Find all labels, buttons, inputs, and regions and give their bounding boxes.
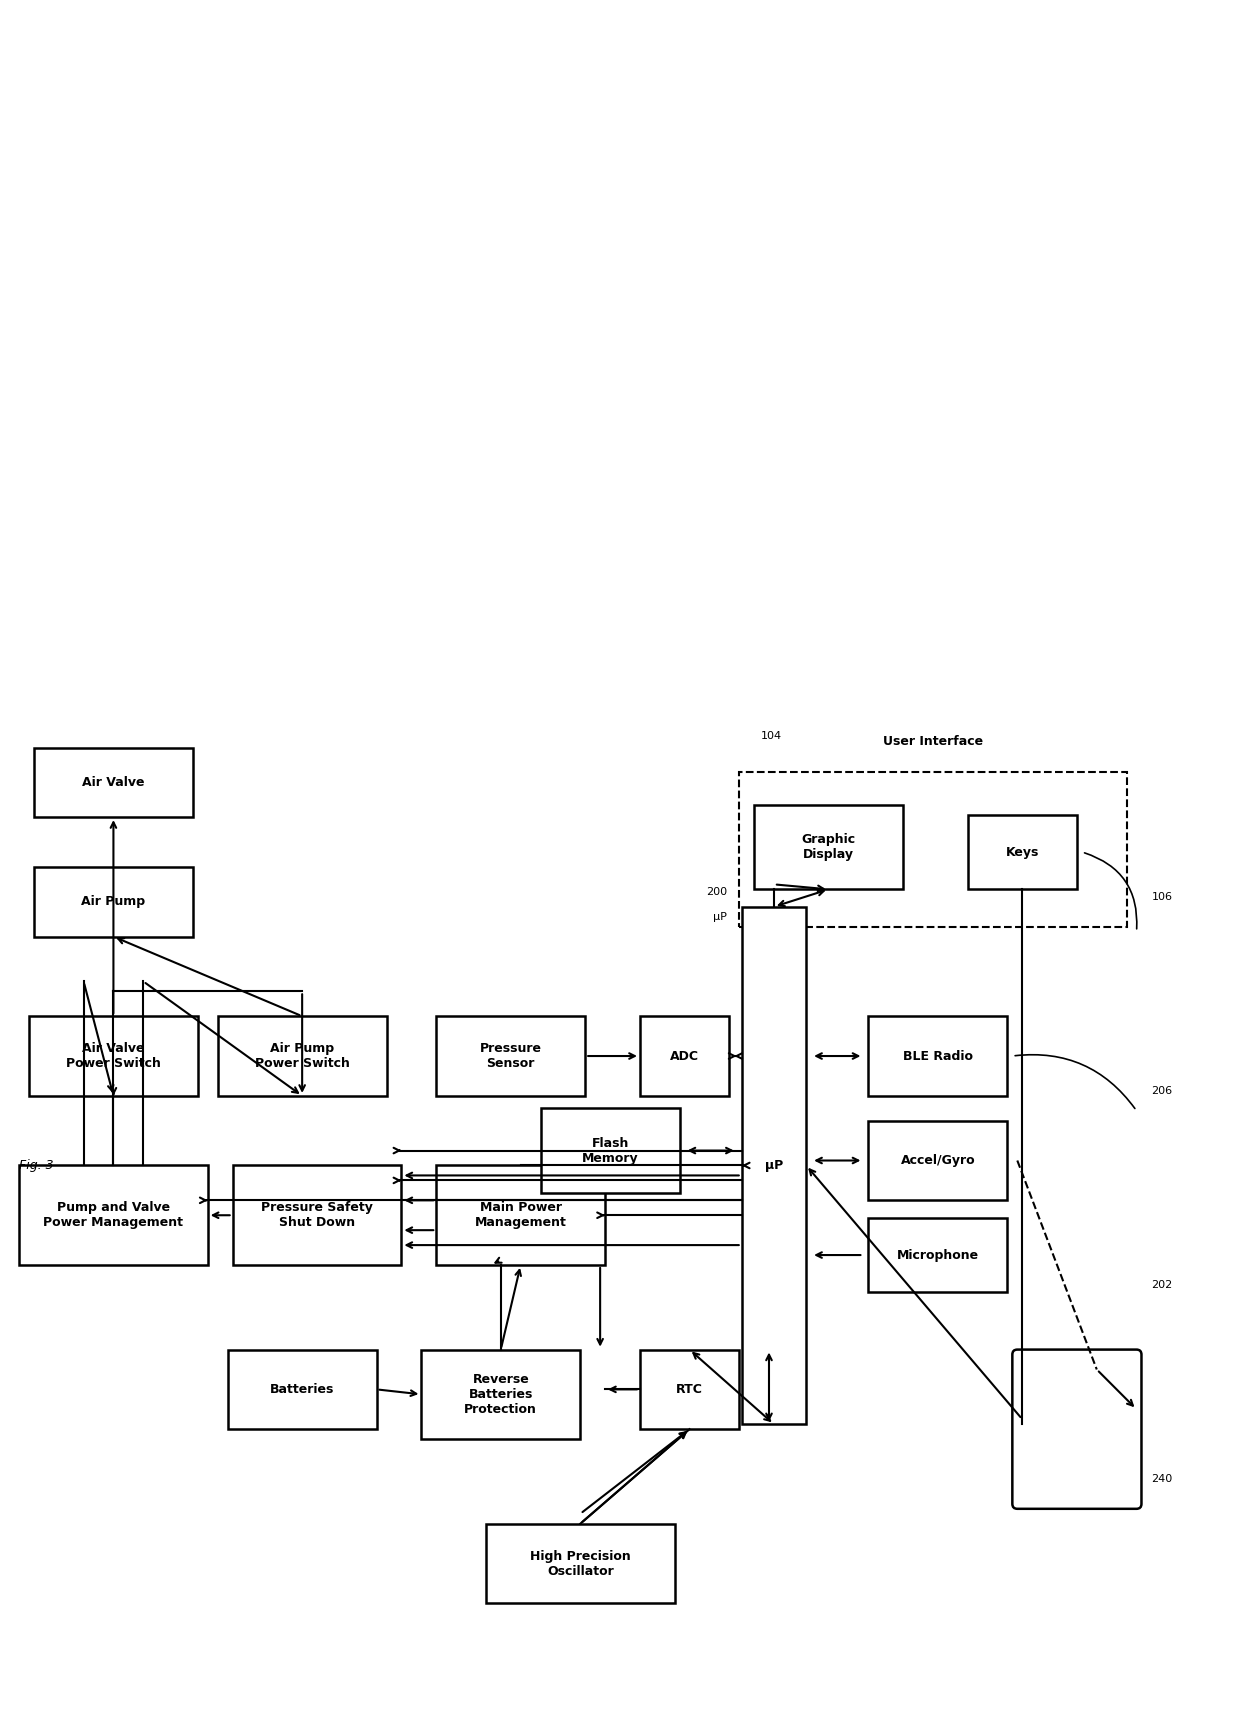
Text: Reverse
Batteries
Protection: Reverse Batteries Protection bbox=[464, 1373, 537, 1416]
Text: Air Pump
Power Switch: Air Pump Power Switch bbox=[254, 1043, 350, 1070]
Text: Accel/Gyro: Accel/Gyro bbox=[900, 1154, 975, 1168]
FancyBboxPatch shape bbox=[640, 1349, 739, 1430]
Text: Keys: Keys bbox=[1006, 846, 1039, 858]
FancyBboxPatch shape bbox=[29, 1017, 198, 1096]
FancyBboxPatch shape bbox=[233, 1166, 402, 1265]
Text: μP: μP bbox=[713, 912, 727, 921]
Text: μP: μP bbox=[765, 1159, 784, 1173]
FancyBboxPatch shape bbox=[967, 815, 1076, 889]
FancyBboxPatch shape bbox=[754, 805, 903, 889]
FancyBboxPatch shape bbox=[640, 1017, 729, 1096]
Text: ADC: ADC bbox=[670, 1049, 699, 1063]
Text: Flash
Memory: Flash Memory bbox=[582, 1137, 639, 1164]
Text: Air Valve
Power Switch: Air Valve Power Switch bbox=[66, 1043, 161, 1070]
Text: Graphic
Display: Graphic Display bbox=[801, 834, 856, 861]
FancyBboxPatch shape bbox=[33, 866, 193, 936]
FancyBboxPatch shape bbox=[33, 748, 193, 817]
Text: Batteries: Batteries bbox=[270, 1383, 335, 1395]
Text: Air Valve: Air Valve bbox=[82, 776, 145, 789]
Text: Pressure
Sensor: Pressure Sensor bbox=[480, 1043, 542, 1070]
Text: 200: 200 bbox=[706, 887, 727, 897]
Text: RTC: RTC bbox=[676, 1383, 703, 1395]
Text: Fig. 3: Fig. 3 bbox=[19, 1159, 53, 1173]
Text: Pressure Safety
Shut Down: Pressure Safety Shut Down bbox=[262, 1202, 373, 1229]
Text: 206: 206 bbox=[1152, 1085, 1173, 1096]
FancyBboxPatch shape bbox=[486, 1524, 675, 1604]
Text: 106: 106 bbox=[1152, 892, 1172, 902]
Text: Pump and Valve
Power Management: Pump and Valve Power Management bbox=[43, 1202, 184, 1229]
FancyBboxPatch shape bbox=[868, 1017, 1007, 1096]
FancyBboxPatch shape bbox=[742, 907, 806, 1424]
FancyBboxPatch shape bbox=[868, 1121, 1007, 1200]
FancyBboxPatch shape bbox=[1012, 1349, 1142, 1508]
FancyBboxPatch shape bbox=[868, 1217, 1007, 1293]
FancyBboxPatch shape bbox=[436, 1017, 585, 1096]
Text: 240: 240 bbox=[1152, 1474, 1173, 1484]
Text: Main Power
Management: Main Power Management bbox=[475, 1202, 567, 1229]
FancyBboxPatch shape bbox=[422, 1349, 580, 1440]
Text: Microphone: Microphone bbox=[897, 1248, 978, 1262]
Text: High Precision
Oscillator: High Precision Oscillator bbox=[529, 1549, 631, 1577]
FancyBboxPatch shape bbox=[218, 1017, 387, 1096]
FancyBboxPatch shape bbox=[541, 1108, 680, 1193]
FancyBboxPatch shape bbox=[228, 1349, 377, 1430]
Text: Air Pump: Air Pump bbox=[82, 895, 145, 909]
Text: 202: 202 bbox=[1152, 1281, 1173, 1289]
Text: User Interface: User Interface bbox=[883, 734, 983, 748]
FancyBboxPatch shape bbox=[19, 1166, 208, 1265]
FancyBboxPatch shape bbox=[436, 1166, 605, 1265]
Text: 104: 104 bbox=[761, 731, 782, 741]
Text: BLE Radio: BLE Radio bbox=[903, 1049, 973, 1063]
